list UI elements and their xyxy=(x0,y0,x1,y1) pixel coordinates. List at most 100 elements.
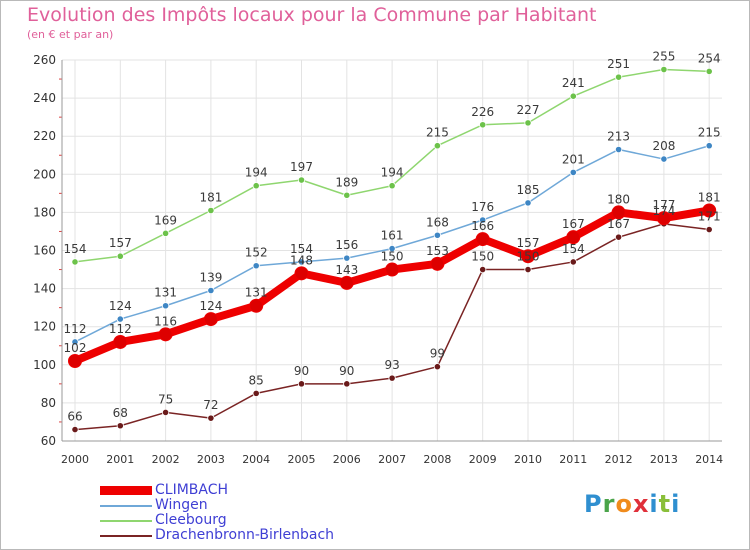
data-label-wingen: 112 xyxy=(64,322,87,336)
data-label-drachenbronn-birlenbach: 99 xyxy=(430,347,445,361)
data-point-climbach xyxy=(430,256,445,271)
data-label-drachenbronn-birlenbach: 68 xyxy=(113,406,128,420)
data-point-drachenbronn-birlenbach xyxy=(343,380,351,388)
data-label-wingen: 139 xyxy=(199,271,222,285)
x-tick-label: 2005 xyxy=(288,453,316,466)
data-point-cleebourg xyxy=(162,229,170,237)
data-label-cleebourg: 255 xyxy=(652,50,675,64)
data-label-drachenbronn-birlenbach: 150 xyxy=(517,250,540,264)
data-point-cleebourg xyxy=(343,191,351,199)
data-point-climbach xyxy=(521,249,535,264)
data-point-drachenbronn-birlenbach xyxy=(569,258,577,266)
data-label-wingen: 168 xyxy=(426,215,449,229)
x-tick-label: 2012 xyxy=(605,453,633,466)
legend-label-wingen: Wingen xyxy=(155,497,208,513)
data-point-climbach xyxy=(339,275,354,290)
data-point-wingen xyxy=(614,145,623,154)
data-point-wingen xyxy=(524,199,532,207)
data-label-cleebourg: 154 xyxy=(64,242,87,256)
data-point-drachenbronn-birlenbach xyxy=(162,408,170,417)
data-point-cleebourg xyxy=(207,206,215,215)
data-label-climbach: 153 xyxy=(426,244,449,258)
x-tick-label: 2007 xyxy=(378,453,406,466)
y-tick-label: 140 xyxy=(33,282,56,296)
data-point-wingen xyxy=(388,244,396,253)
data-point-climbach xyxy=(475,232,490,247)
data-label-climbach: 131 xyxy=(245,286,268,300)
data-point-cleebourg xyxy=(71,258,79,266)
data-label-drachenbronn-birlenbach: 90 xyxy=(294,364,309,378)
data-point-wingen xyxy=(660,155,668,163)
data-point-cleebourg xyxy=(524,119,532,127)
data-point-climbach xyxy=(702,203,717,218)
data-label-climbach: 181 xyxy=(698,190,721,204)
x-tick-label: 2003 xyxy=(197,453,225,466)
data-point-climbach xyxy=(158,327,173,342)
data-point-cleebourg xyxy=(479,121,487,129)
data-label-drachenbronn-birlenbach: 90 xyxy=(339,364,354,378)
data-point-climbach xyxy=(566,230,581,245)
x-tick-label: 2001 xyxy=(106,453,134,466)
data-point-wingen xyxy=(705,142,713,150)
data-label-climbach: 166 xyxy=(471,219,494,233)
y-tick-label: 180 xyxy=(33,205,56,219)
data-label-cleebourg: 226 xyxy=(471,105,494,119)
data-label-drachenbronn-birlenbach: 167 xyxy=(607,217,630,231)
data-label-wingen: 185 xyxy=(517,183,540,197)
data-point-drachenbronn-birlenbach xyxy=(207,414,215,422)
data-point-drachenbronn-birlenbach xyxy=(71,425,79,434)
data-point-wingen xyxy=(297,258,306,266)
data-label-drachenbronn-birlenbach: 72 xyxy=(203,398,218,412)
legend-label-drachenbronn: Drachenbronn-Birlenbach xyxy=(155,527,335,543)
legend-swatch-climbach xyxy=(100,486,152,495)
y-tick-label: 200 xyxy=(33,167,56,181)
data-point-wingen xyxy=(569,168,577,176)
data-label-wingen: 154 xyxy=(290,242,313,256)
data-label-wingen: 213 xyxy=(607,130,630,144)
data-label-drachenbronn-birlenbach: 85 xyxy=(249,373,264,387)
data-label-wingen: 208 xyxy=(652,139,675,153)
y-tick-label: 120 xyxy=(33,320,56,334)
data-label-climbach: 157 xyxy=(517,236,540,250)
legend-swatch-wingen xyxy=(100,505,152,507)
x-tick-label: 2006 xyxy=(333,453,361,466)
data-label-climbach: 102 xyxy=(64,341,87,355)
data-point-climbach xyxy=(656,211,671,226)
data-point-cleebourg xyxy=(388,182,396,190)
data-label-cleebourg: 227 xyxy=(517,103,540,117)
x-tick-label: 2008 xyxy=(423,453,451,466)
data-point-wingen xyxy=(343,254,351,262)
data-point-wingen xyxy=(71,338,79,346)
x-tick-label: 2011 xyxy=(559,453,587,466)
data-label-drachenbronn-birlenbach: 174 xyxy=(652,204,675,218)
data-point-drachenbronn-birlenbach xyxy=(705,225,713,234)
data-label-wingen: 131 xyxy=(154,286,177,300)
data-point-drachenbronn-birlenbach xyxy=(252,389,260,397)
y-tick-label: 60 xyxy=(41,434,56,448)
data-label-wingen: 201 xyxy=(562,152,585,166)
data-label-climbach: 116 xyxy=(154,314,177,328)
data-label-drachenbronn-birlenbach: 150 xyxy=(471,250,494,264)
legend-swatch-cleebourg xyxy=(100,520,152,522)
data-label-climbach: 112 xyxy=(109,322,132,336)
y-tick-label: 100 xyxy=(33,358,56,372)
data-label-cleebourg: 197 xyxy=(290,160,313,174)
data-point-climbach xyxy=(611,205,626,220)
y-tick-label: 240 xyxy=(33,91,56,105)
data-label-cleebourg: 254 xyxy=(698,51,721,65)
data-label-cleebourg: 194 xyxy=(245,166,268,180)
data-label-wingen: 215 xyxy=(698,126,721,140)
data-label-cleebourg: 194 xyxy=(381,166,404,180)
data-label-drachenbronn-birlenbach: 75 xyxy=(158,392,173,406)
x-tick-label: 2009 xyxy=(469,453,497,466)
x-tick-label: 2004 xyxy=(242,453,270,466)
data-label-climbach: 150 xyxy=(381,250,404,264)
data-label-climbach: 180 xyxy=(607,192,630,206)
x-tick-label: 2010 xyxy=(514,453,542,466)
chart-subtitle: (en € et par an) xyxy=(27,28,114,41)
data-point-wingen xyxy=(116,315,124,323)
data-label-climbach: 143 xyxy=(335,263,358,277)
data-label-cleebourg: 181 xyxy=(199,190,222,204)
data-label-cleebourg: 241 xyxy=(562,76,585,90)
